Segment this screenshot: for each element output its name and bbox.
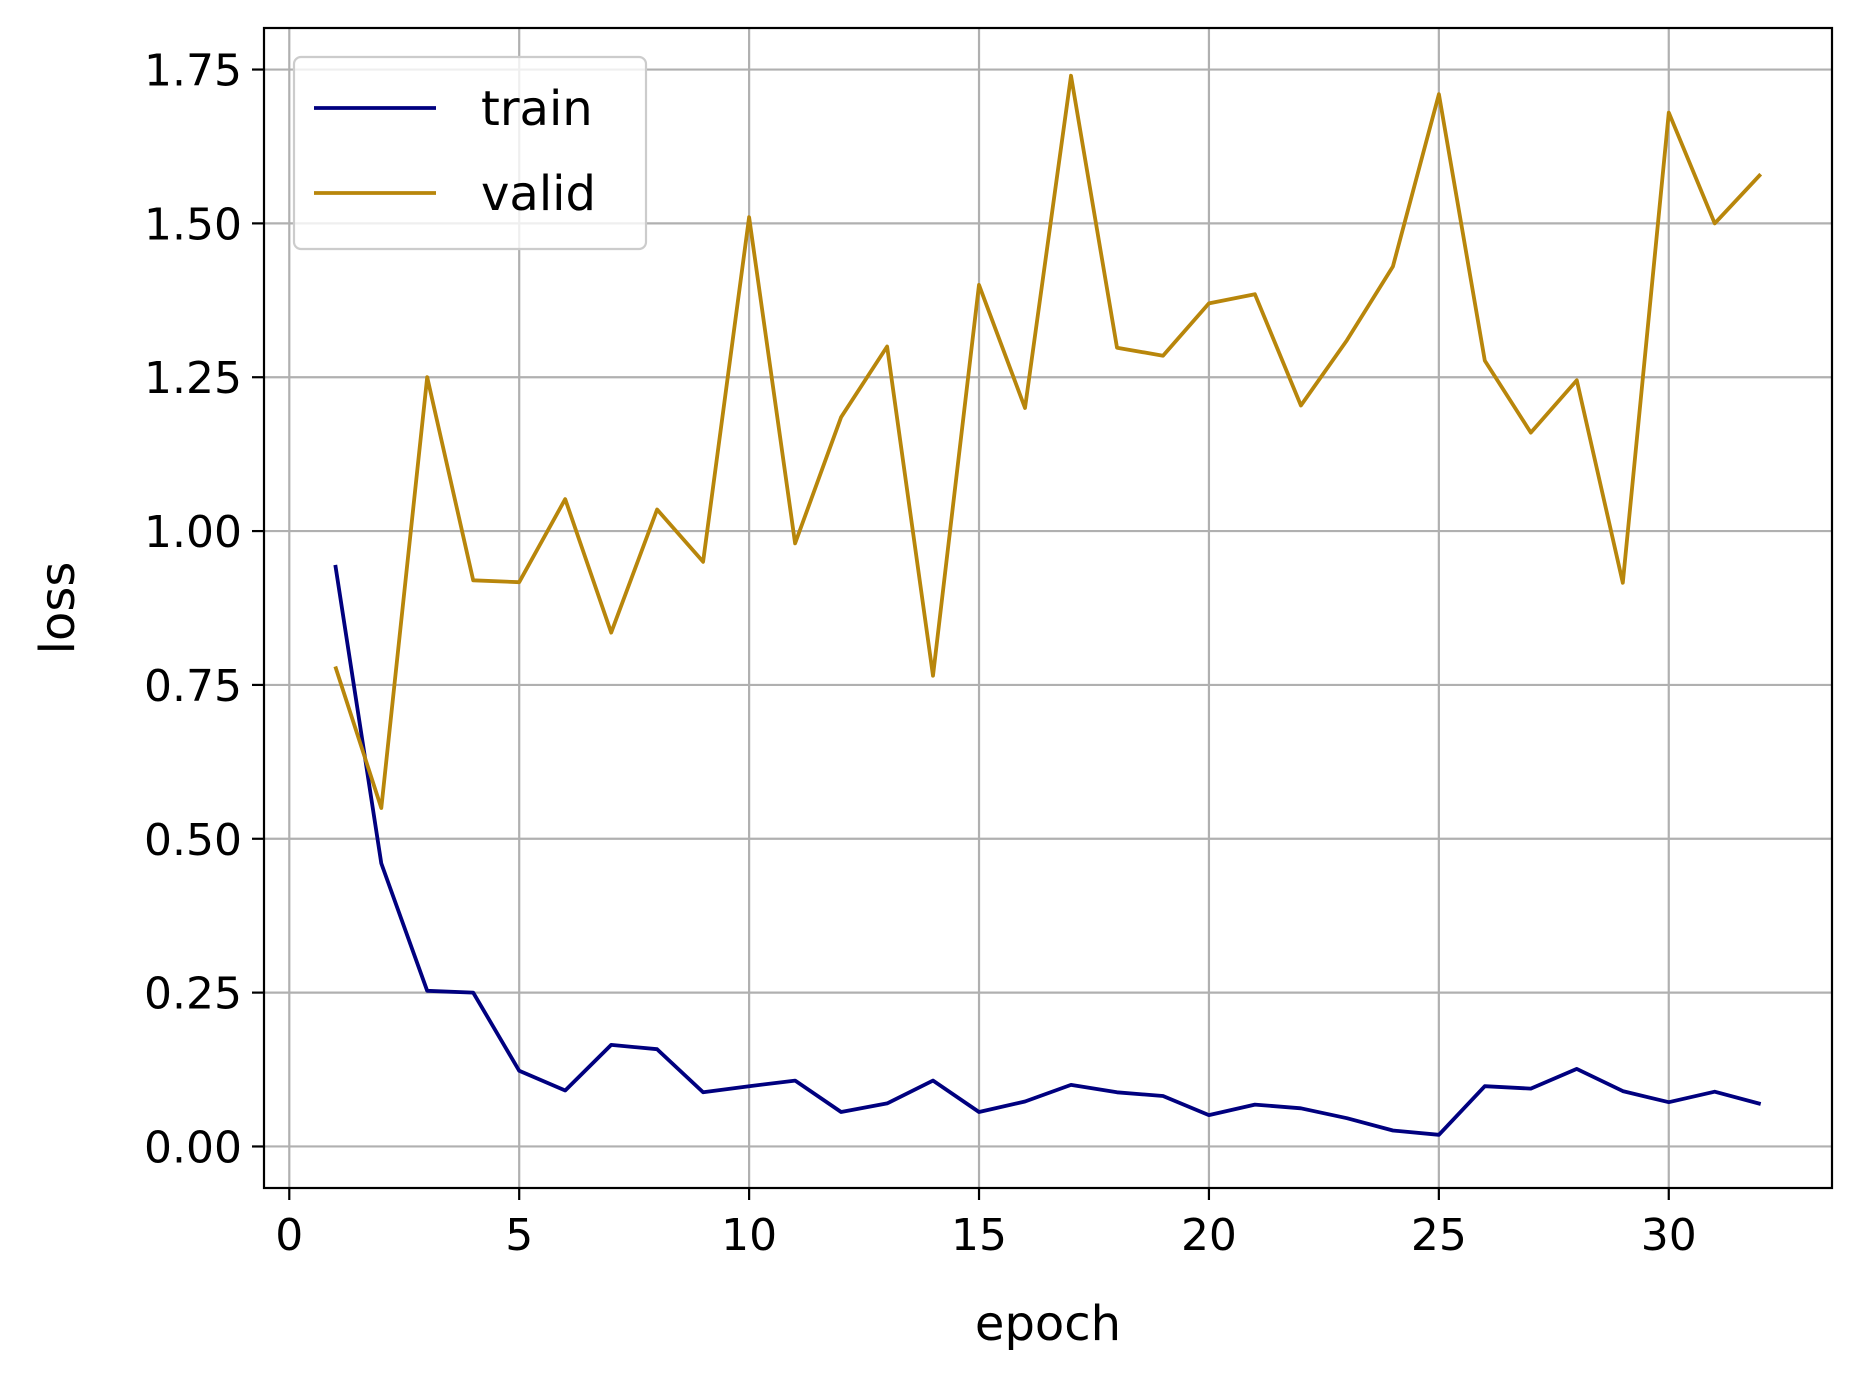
y-tick-label: 1.00 — [144, 507, 242, 558]
y-tick-label: 0.00 — [144, 1122, 242, 1173]
legend-label-train: train — [481, 81, 593, 137]
y-tick-label: 0.75 — [144, 661, 242, 712]
axes-frame — [262, 26, 1834, 1190]
x-tick-label: 15 — [951, 1210, 1007, 1261]
y-tick-label: 1.75 — [144, 46, 242, 97]
series-lines — [333, 73, 1763, 1137]
legend-box — [292, 55, 648, 251]
x-tick-label: 20 — [1181, 1210, 1237, 1261]
legend-label-valid: valid — [481, 166, 596, 222]
y-tick-label: 1.25 — [144, 353, 242, 404]
y-axis-label: loss — [30, 562, 86, 655]
x-tick-label: 30 — [1641, 1210, 1697, 1261]
legend: train valid — [292, 55, 648, 251]
x-tick-label: 10 — [721, 1210, 777, 1261]
x-tick-label: 0 — [275, 1210, 303, 1261]
series-line-train — [333, 564, 1762, 1137]
y-tick-label: 0.50 — [144, 815, 242, 866]
ticks: 0 5 10 15 20 25 30 0.00 0.25 0.50 0.75 1.00 1.25 1.50… — [144, 46, 1697, 1261]
y-tick-label: 1.50 — [144, 199, 242, 250]
x-tick-label: 25 — [1411, 1210, 1467, 1261]
series-line-valid — [333, 73, 1763, 810]
x-axis-label: epoch — [975, 1296, 1121, 1352]
x-tick-label: 5 — [505, 1210, 533, 1261]
grid — [264, 28, 1832, 1188]
y-tick-label: 0.25 — [144, 969, 242, 1020]
